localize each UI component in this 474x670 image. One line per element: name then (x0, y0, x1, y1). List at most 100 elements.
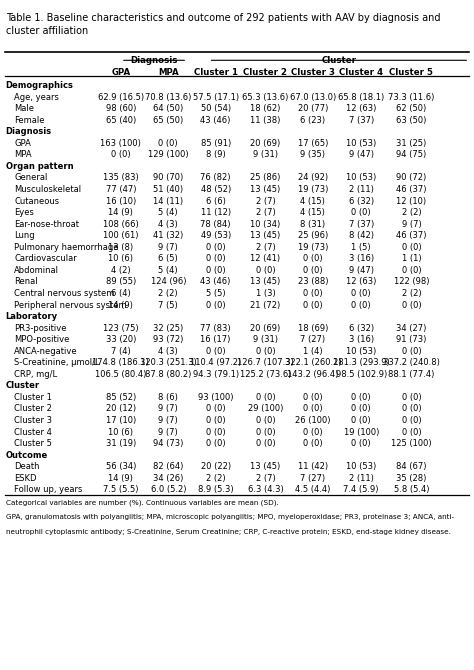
Text: Follow up, years: Follow up, years (14, 485, 82, 494)
Text: Peripheral nervous system: Peripheral nervous system (14, 301, 127, 310)
Text: 7 (4): 7 (4) (111, 346, 131, 356)
Text: 1 (1): 1 (1) (401, 255, 421, 263)
Text: 5 (4): 5 (4) (158, 266, 178, 275)
Text: 2 (11): 2 (11) (349, 185, 374, 194)
Text: 7 (37): 7 (37) (348, 116, 374, 125)
Text: 6 (23): 6 (23) (300, 116, 326, 125)
Text: Female: Female (14, 116, 45, 125)
Text: 21 (72): 21 (72) (250, 301, 281, 310)
Text: 0 (0): 0 (0) (351, 301, 371, 310)
Text: 48 (52): 48 (52) (201, 185, 231, 194)
Text: 3 (16): 3 (16) (348, 335, 374, 344)
Text: 16 (10): 16 (10) (106, 196, 136, 206)
Text: ESKD: ESKD (14, 474, 36, 483)
Text: 9 (31): 9 (31) (253, 150, 278, 159)
Text: Organ pattern: Organ pattern (6, 162, 73, 171)
Text: 13 (45): 13 (45) (250, 462, 281, 471)
Text: 85 (52): 85 (52) (106, 393, 136, 402)
Text: 163 (100): 163 (100) (100, 139, 141, 148)
Text: neutrophil cytoplasmic antibody; S-Creatinine, Serum Creatinine; CRP, C-reactive: neutrophil cytoplasmic antibody; S-Creat… (6, 529, 451, 535)
Text: 0 (0): 0 (0) (206, 301, 226, 310)
Text: 7 (27): 7 (27) (300, 335, 326, 344)
Text: 2 (2): 2 (2) (206, 474, 226, 483)
Text: 0 (0): 0 (0) (351, 439, 371, 448)
Text: 0 (0): 0 (0) (303, 266, 323, 275)
Text: 125 (100): 125 (100) (391, 439, 432, 448)
Text: 0 (0): 0 (0) (303, 301, 323, 310)
Text: 322.1 (260.1): 322.1 (260.1) (284, 358, 341, 367)
Text: 9 (7): 9 (7) (158, 427, 178, 437)
Text: Diagnosis: Diagnosis (6, 127, 52, 136)
Text: 0 (0): 0 (0) (303, 427, 323, 437)
Text: 8 (9): 8 (9) (206, 150, 226, 159)
Text: 2 (2): 2 (2) (158, 289, 178, 298)
Text: 9 (31): 9 (31) (253, 335, 278, 344)
Text: 2 (2): 2 (2) (401, 208, 421, 217)
Text: Cutaneous: Cutaneous (14, 196, 59, 206)
Text: 0 (0): 0 (0) (351, 405, 371, 413)
Text: Ear-nose-throat: Ear-nose-throat (14, 220, 79, 228)
Text: 11 (38): 11 (38) (250, 116, 281, 125)
Text: 19 (100): 19 (100) (344, 427, 379, 437)
Text: 7 (5): 7 (5) (158, 301, 178, 310)
Text: 0 (0): 0 (0) (351, 208, 371, 217)
Text: Cluster: Cluster (6, 381, 40, 391)
Text: 0 (0): 0 (0) (255, 439, 275, 448)
Text: 33 (20): 33 (20) (106, 335, 136, 344)
Text: 67.0 (13.0): 67.0 (13.0) (290, 92, 336, 102)
Text: 10 (6): 10 (6) (109, 255, 133, 263)
Text: Male: Male (14, 104, 34, 113)
Text: 0 (0): 0 (0) (206, 266, 226, 275)
Text: 0 (0): 0 (0) (255, 393, 275, 402)
Text: 64 (50): 64 (50) (153, 104, 183, 113)
Text: 46 (37): 46 (37) (396, 231, 427, 241)
Text: 0 (0): 0 (0) (401, 405, 421, 413)
Text: 0 (0): 0 (0) (401, 346, 421, 356)
Text: 90 (72): 90 (72) (396, 174, 427, 182)
Text: Musculoskeletal: Musculoskeletal (14, 185, 82, 194)
Text: 93 (72): 93 (72) (153, 335, 183, 344)
Text: 10 (6): 10 (6) (109, 427, 133, 437)
Text: 12 (63): 12 (63) (346, 104, 376, 113)
Text: 4 (15): 4 (15) (301, 208, 325, 217)
Text: 51 (40): 51 (40) (153, 185, 183, 194)
Text: 0 (0): 0 (0) (303, 439, 323, 448)
Text: 0 (0): 0 (0) (206, 427, 226, 437)
Text: 35 (28): 35 (28) (396, 474, 427, 483)
Text: 91 (73): 91 (73) (396, 335, 427, 344)
Text: 7 (37): 7 (37) (348, 220, 374, 228)
Text: 5 (4): 5 (4) (158, 208, 178, 217)
Text: General: General (14, 174, 47, 182)
Text: 32 (25): 32 (25) (153, 324, 183, 332)
Text: 49 (53): 49 (53) (201, 231, 231, 241)
Text: 9 (47): 9 (47) (349, 150, 374, 159)
Text: 123 (75): 123 (75) (103, 324, 139, 332)
Text: 62 (50): 62 (50) (396, 104, 427, 113)
Text: Cluster 3: Cluster 3 (291, 68, 335, 77)
Text: 20 (12): 20 (12) (106, 405, 136, 413)
Text: 13 (8): 13 (8) (108, 243, 134, 252)
Text: 43 (46): 43 (46) (201, 277, 231, 286)
Text: 31 (25): 31 (25) (396, 139, 427, 148)
Text: Cluster: Cluster (321, 56, 356, 65)
Text: ANCA-negative: ANCA-negative (14, 346, 78, 356)
Text: Cluster 2: Cluster 2 (14, 405, 52, 413)
Text: 9 (35): 9 (35) (301, 150, 325, 159)
Text: 125.2 (73.6): 125.2 (73.6) (240, 370, 291, 379)
Text: 65.3 (13.6): 65.3 (13.6) (242, 92, 289, 102)
Text: 16 (17): 16 (17) (201, 335, 231, 344)
Text: 6 (4): 6 (4) (111, 289, 131, 298)
Text: Diagnosis: Diagnosis (130, 56, 178, 65)
Text: 2 (2): 2 (2) (401, 289, 421, 298)
Text: 0 (0): 0 (0) (206, 346, 226, 356)
Text: Table 1. Baseline characteristics and outcome of 292 patients with AAV by diagno: Table 1. Baseline characteristics and ou… (6, 13, 440, 36)
Text: 17 (65): 17 (65) (298, 139, 328, 148)
Text: Eyes: Eyes (14, 208, 34, 217)
Text: 2 (7): 2 (7) (255, 243, 275, 252)
Text: 2 (7): 2 (7) (255, 474, 275, 483)
Text: Cluster 4: Cluster 4 (14, 427, 52, 437)
Text: 6 (6): 6 (6) (206, 196, 226, 206)
Text: 84 (67): 84 (67) (396, 462, 427, 471)
Text: Cluster 5: Cluster 5 (390, 68, 433, 77)
Text: 20 (69): 20 (69) (250, 324, 281, 332)
